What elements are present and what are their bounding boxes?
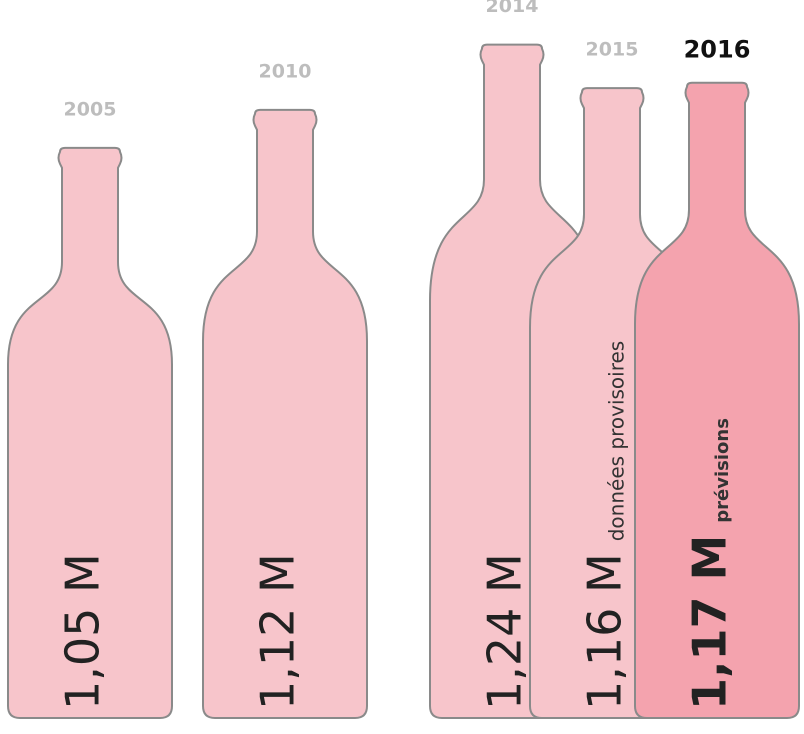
value-label: 1,17 M <box>683 535 737 710</box>
year-label: 2014 <box>486 0 539 17</box>
value-label: 1,16 M <box>578 553 632 710</box>
value-label: 1,05 M <box>56 553 110 710</box>
year-label: 2010 <box>259 60 312 82</box>
note-label: prévisions <box>712 418 733 523</box>
year-label: 2015 <box>586 39 639 61</box>
chart: 2005 1,05 M 2010 1,12 M 2014 1,24 M 2015 1,16 M… <box>0 0 804 734</box>
value-label: 1,24 M <box>478 553 532 710</box>
year-label: 2016 <box>684 36 751 64</box>
note-label: données provisoires <box>605 341 629 542</box>
year-label: 2005 <box>64 98 117 120</box>
value-label: 1,12 M <box>251 553 305 710</box>
